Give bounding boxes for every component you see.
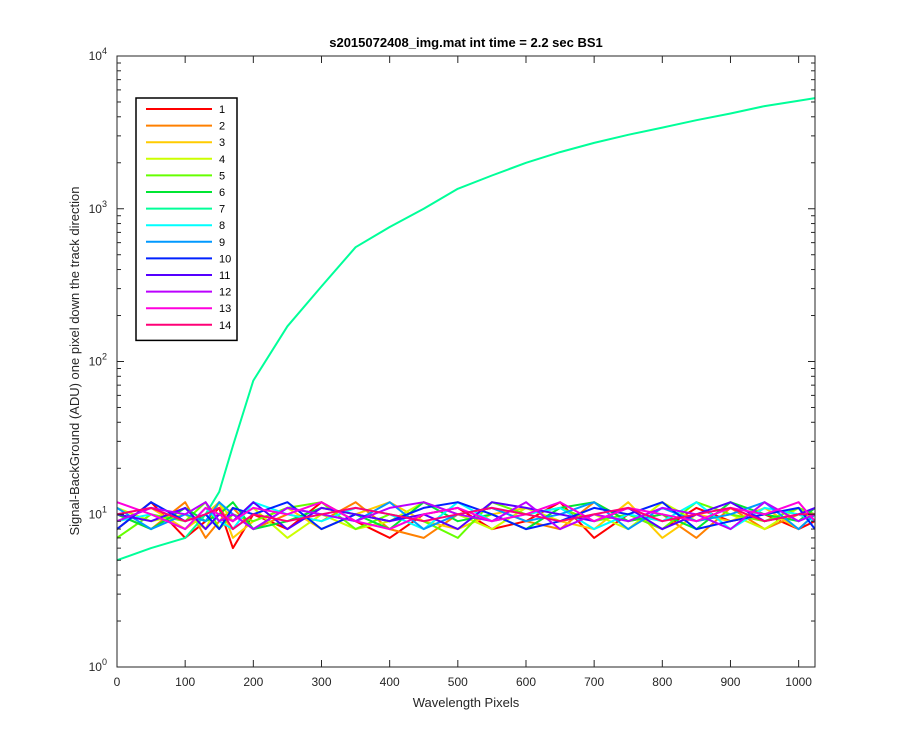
chart-title: s2015072408_img.mat int time = 2.2 sec B… [329,35,603,50]
series-line-14 [117,506,815,531]
x-tick-label: 100 [175,675,195,689]
legend-label-11: 11 [219,270,230,282]
legend-box [135,97,238,342]
series-line-10 [117,501,815,531]
series-line-13 [117,501,815,531]
y-tick-label: 104 [89,46,107,63]
legend-label-3: 3 [219,137,225,149]
legend-label-13: 13 [219,303,231,315]
axes-layer [116,55,816,668]
y-tick-label: 102 [89,352,107,369]
series-line-7 [117,97,815,562]
x-tick-label: 0 [114,675,121,689]
legend-label-8: 8 [219,220,225,232]
x-tick-label: 300 [311,675,331,689]
series-line-5 [117,501,815,539]
x-axis-label: Wavelength Pixels [413,695,520,710]
y-axis-label: Signal-BackGround (ADU) one pixel down t… [67,186,82,535]
legend-label-12: 12 [219,287,231,299]
legend-label-10: 10 [219,253,231,265]
legend-label-9: 9 [219,237,225,249]
legend-label-1: 1 [219,104,225,116]
x-tick-label: 800 [652,675,672,689]
series-line-12 [117,501,815,531]
x-tick-label: 1000 [785,675,812,689]
y-tick-label: 101 [89,504,107,521]
legend-label-2: 2 [219,121,225,133]
y-tick-label: 103 [89,199,107,216]
legend-label-14: 14 [219,320,231,332]
legend-label-6: 6 [219,187,225,199]
legend-label-7: 7 [219,204,225,216]
y-tick-label: 100 [89,657,107,674]
legend-label-4: 4 [219,154,225,166]
x-tick-label: 700 [584,675,604,689]
x-tick-label: 200 [243,675,263,689]
legend-label-5: 5 [219,170,225,182]
x-tick-label: 900 [720,675,740,689]
x-tick-label: 400 [380,675,400,689]
x-tick-label: 500 [448,675,468,689]
series-layer [117,97,815,562]
x-tick-label: 600 [516,675,536,689]
tick-labels: 0 100 200 300 400 500 600 700 800 900 100010010110… [89,46,813,689]
